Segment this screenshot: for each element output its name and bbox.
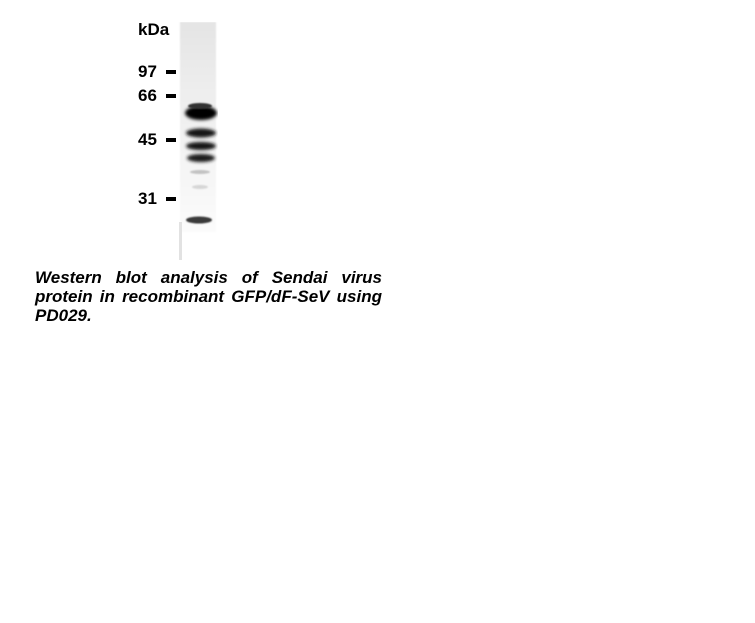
- marker-tick: [166, 70, 176, 74]
- marker-label: 45: [138, 130, 157, 149]
- marker-label: 66: [138, 86, 157, 105]
- band-faint-6: [192, 185, 208, 189]
- band-upper-shoulder: [188, 103, 212, 109]
- marker-31: 31: [138, 189, 188, 209]
- band-faint-5: [190, 170, 210, 174]
- lane-streak: [179, 222, 182, 260]
- band-low: [186, 216, 212, 224]
- molecular-weight-unit-label: kDa: [138, 20, 170, 39]
- band-3: [186, 142, 216, 150]
- marker-tick: [166, 94, 176, 98]
- marker-tick: [166, 138, 176, 142]
- figure-caption: Western blot analysis of Sendai virus pr…: [35, 268, 382, 325]
- blot-lane-image: [179, 22, 217, 260]
- marker-45: 45: [138, 130, 188, 150]
- marker-66: 66: [138, 86, 188, 106]
- band-2: [186, 128, 216, 138]
- marker-label: 31: [138, 189, 157, 208]
- marker-label: 97: [138, 62, 157, 81]
- band-4: [187, 154, 215, 162]
- western-blot-figure: kDa 97 66 45 31: [0, 0, 400, 270]
- band-main: [185, 106, 217, 120]
- marker-97: 97: [138, 62, 188, 82]
- lane-background: [180, 22, 216, 232]
- marker-tick: [166, 197, 176, 201]
